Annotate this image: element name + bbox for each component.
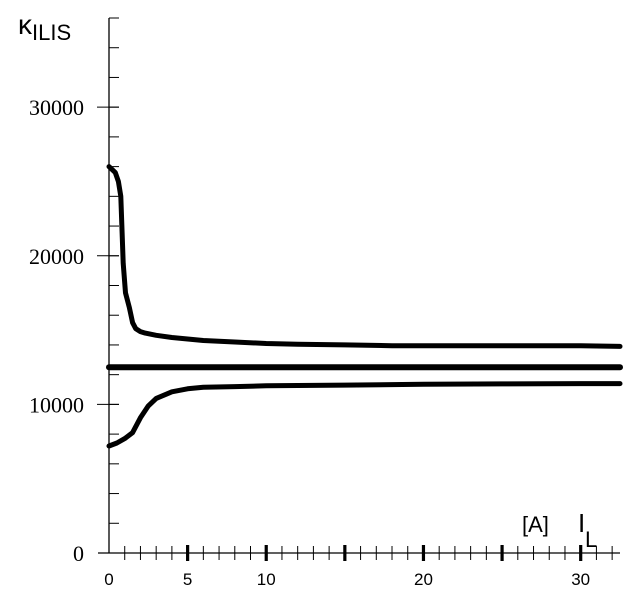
series-line-3 — [106, 381, 623, 449]
x-axis-ticks: 0 5 10 20 30 — [104, 545, 613, 589]
y-tick-label: 0 — [73, 541, 84, 566]
y-tick-label: 20000 — [29, 244, 84, 269]
y-axis-title-symbol: κ — [18, 9, 33, 40]
y-axis-title-subscript: ILIS — [32, 20, 71, 45]
y-axis-ticks: 0 10000 20000 30000 — [29, 17, 119, 566]
x-axis-title-subscript: L — [585, 527, 597, 552]
x-tick-label: 30 — [571, 570, 590, 589]
y-axis-title: κILIS — [18, 9, 71, 45]
x-tick-label: 0 — [104, 570, 113, 589]
x-tick-label: 10 — [257, 570, 276, 589]
x-tick-label: 5 — [183, 570, 192, 589]
y-tick-label: 10000 — [29, 392, 84, 417]
y-tick-label: 30000 — [29, 95, 84, 120]
series-line-1 — [106, 164, 623, 349]
x-axis-unit: [A] — [522, 512, 549, 537]
x-tick-label: 20 — [414, 570, 433, 589]
axes — [98, 18, 620, 554]
series-group — [106, 164, 623, 449]
x-axis-title-symbol: I — [578, 508, 585, 538]
